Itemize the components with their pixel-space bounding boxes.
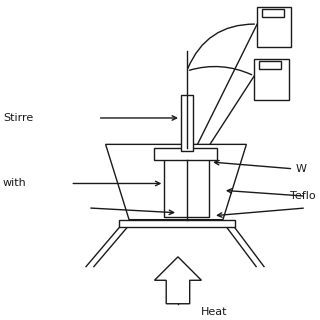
Text: Teflo: Teflo [290,191,316,201]
Polygon shape [155,257,201,304]
Text: Heat: Heat [200,307,227,316]
Polygon shape [259,61,281,69]
Text: with: with [3,179,27,188]
Polygon shape [262,10,284,17]
Polygon shape [164,156,209,217]
Polygon shape [155,148,217,160]
Text: W: W [295,164,306,174]
Polygon shape [119,220,235,228]
Polygon shape [257,7,292,47]
Polygon shape [106,144,246,220]
Polygon shape [254,59,289,100]
Text: Stirre: Stirre [3,113,33,123]
Polygon shape [181,95,193,151]
